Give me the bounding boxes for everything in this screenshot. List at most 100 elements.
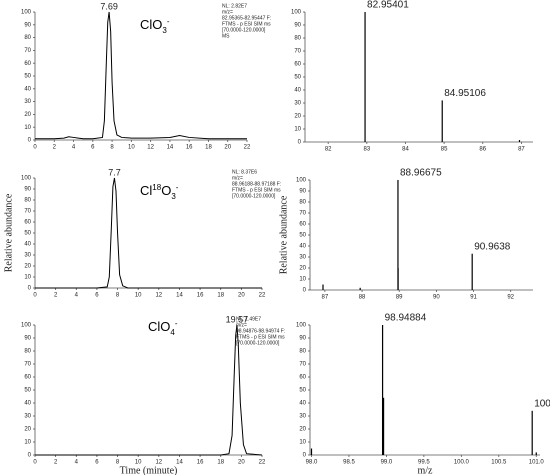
x-tick-label: 100.5 xyxy=(491,460,507,466)
x-tick-label: 14 xyxy=(167,145,174,151)
peak-label: 19.57 xyxy=(226,314,249,324)
peak-mz-label: 98.94884 xyxy=(385,313,427,324)
x-tick-label: 2 xyxy=(53,145,57,151)
y-tick-label: 0 xyxy=(28,138,32,144)
x-tick-label: 4 xyxy=(75,293,79,299)
x-tick-label: 6 xyxy=(95,293,99,299)
x-tick-label: 8 xyxy=(116,460,120,466)
scan-info: [70.0000-120.0000] xyxy=(222,27,266,33)
y-tick-label: 40 xyxy=(299,244,306,250)
y-tick-label: 80 xyxy=(24,349,31,355)
scan-info: m/z= xyxy=(232,175,243,181)
chromatogram-line xyxy=(35,11,247,140)
x-tick-label: 86 xyxy=(479,147,486,153)
y-tick-label: 60 xyxy=(294,62,301,68)
y-tick-label: 60 xyxy=(24,375,31,381)
y-tick-label: 20 xyxy=(299,266,306,272)
compound-label: ClO4- xyxy=(148,319,178,337)
compound-label: Cl18O3- xyxy=(140,183,179,201)
compound-part: 4 xyxy=(170,328,175,337)
y-tick-label: 80 xyxy=(299,349,306,355)
y-tick-label: 90 xyxy=(24,187,31,193)
y-tick-label: 80 xyxy=(299,200,306,206)
x-tick-label: 18 xyxy=(217,460,224,466)
y-tick-label: 0 xyxy=(298,140,302,146)
peak-mz-label: 84.95106 xyxy=(444,88,486,99)
x-tick-label: 6 xyxy=(91,145,95,151)
compound-part: ClO xyxy=(148,319,170,334)
y-tick-label: 70 xyxy=(299,211,306,217)
y-tick-label: 90 xyxy=(294,23,301,29)
y-tick-label: 60 xyxy=(299,222,306,228)
y-tick-label: 10 xyxy=(294,127,301,133)
x-tick-label: 98.0 xyxy=(306,460,318,466)
x-tick-label: 10 xyxy=(135,293,142,299)
y-tick-label: 100 xyxy=(291,10,302,16)
x-tick-label: 18 xyxy=(205,145,212,151)
x-tick-label: 0 xyxy=(33,145,37,151)
y-tick-label: 50 xyxy=(24,388,31,394)
x-tick-label: 22 xyxy=(259,460,266,466)
x-tick-label: 84 xyxy=(402,147,409,153)
x-tick-label: 100.0 xyxy=(454,460,470,466)
compound-part: 3 xyxy=(162,26,167,35)
scan-info: NL: 8.37E6 xyxy=(232,169,257,175)
x-axis-label: Time (minute) xyxy=(120,465,178,475)
x-tick-label: 91 xyxy=(470,295,477,301)
x-tick-label: 20 xyxy=(238,293,245,299)
y-tick-label: 70 xyxy=(24,362,31,368)
y-axis-label: Relative abundance xyxy=(278,195,289,274)
y-tick-label: 0 xyxy=(303,288,307,294)
scan-info: m/z= xyxy=(222,9,233,15)
x-tick-label: 101.0 xyxy=(529,460,545,466)
x-tick-label: 8 xyxy=(110,145,114,151)
scan-info: FTMS - p ESI SIM ms xyxy=(232,187,281,193)
y-tick-label: 20 xyxy=(299,427,306,433)
peak-mz-label: 88.96675 xyxy=(400,168,442,179)
x-tick-label: 99.0 xyxy=(381,460,393,466)
y-tick-label: 30 xyxy=(24,99,31,105)
y-tick-label: 40 xyxy=(24,401,31,407)
y-tick-label: 30 xyxy=(24,253,31,259)
scan-info: [70.0000-120.0000] xyxy=(236,340,280,346)
x-tick-label: 4 xyxy=(75,460,79,466)
x-tick-label: 16 xyxy=(197,460,204,466)
y-tick-label: 50 xyxy=(299,388,306,394)
y-tick-label: 10 xyxy=(299,440,306,446)
scan-info: FTMS - p ESI SIM ms xyxy=(222,21,271,27)
y-tick-label: 100 xyxy=(296,178,307,184)
chromatogram-line xyxy=(35,324,263,456)
compound-part: Cl xyxy=(140,183,152,198)
y-tick-label: 40 xyxy=(24,86,31,92)
y-tick-label: 90 xyxy=(299,189,306,195)
x-tick-label: 2 xyxy=(54,293,58,299)
compound-part: - xyxy=(167,17,170,26)
compound-part: O xyxy=(161,183,171,198)
x-tick-label: 14 xyxy=(176,293,183,299)
x-tick-label: 6 xyxy=(95,460,99,466)
x-tick-label: 22 xyxy=(259,293,266,299)
y-tick-label: 60 xyxy=(24,61,31,67)
peak-mz-label: 82.95401 xyxy=(367,0,409,11)
y-tick-label: 50 xyxy=(299,233,306,239)
x-tick-label: 92 xyxy=(507,295,514,301)
scan-info: m/z= xyxy=(236,322,247,328)
scan-info: NL: 1.49E7 xyxy=(236,316,261,322)
y-tick-label: 20 xyxy=(24,427,31,433)
y-tick-label: 100 xyxy=(21,176,32,182)
x-tick-label: 20 xyxy=(238,460,245,466)
y-tick-label: 80 xyxy=(24,35,31,41)
y-tick-label: 50 xyxy=(24,231,31,237)
y-tick-label: 30 xyxy=(24,414,31,420)
y-tick-label: 40 xyxy=(294,88,301,94)
chromatogram-line xyxy=(35,177,262,289)
y-tick-label: 0 xyxy=(303,453,307,459)
y-tick-label: 70 xyxy=(24,209,31,215)
compound-label: ClO3- xyxy=(140,17,170,35)
x-tick-label: 10 xyxy=(128,145,135,151)
y-tick-label: 0 xyxy=(28,286,32,292)
y-tick-label: 60 xyxy=(24,220,31,226)
y-tick-label: 70 xyxy=(24,48,31,54)
y-tick-label: 80 xyxy=(294,36,301,42)
y-tick-label: 10 xyxy=(299,277,306,283)
